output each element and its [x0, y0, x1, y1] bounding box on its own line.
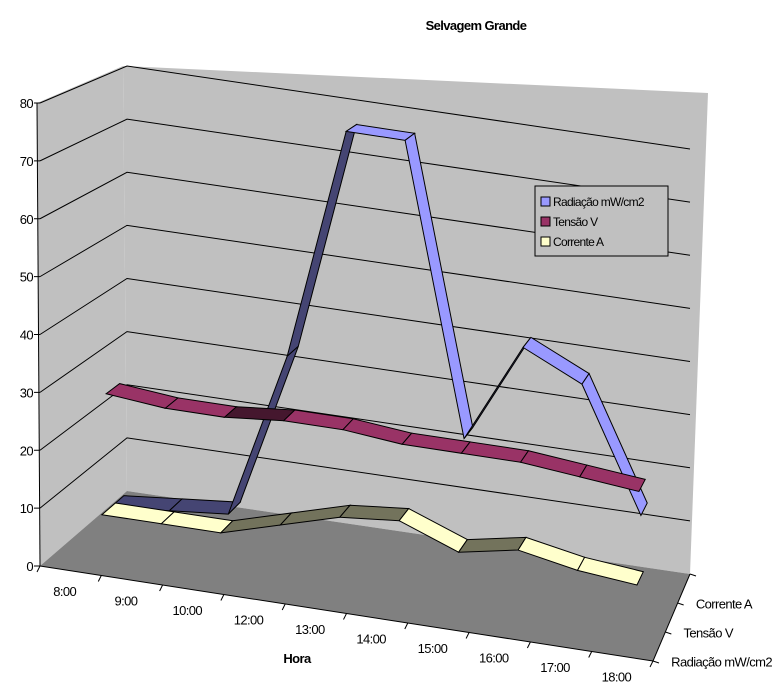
x-tick-mark [159, 584, 164, 592]
x-tick-mark [465, 632, 470, 639]
depth-axis-labels: Corrente A Tensão V Radiação mW/cm2 [652, 573, 773, 670]
y-tick-label: 50 [20, 270, 34, 285]
legend-label: Corrente A [553, 235, 604, 249]
x-tick-label: 13:00 [295, 622, 325, 637]
chart-title: Selvagem Grande [426, 18, 527, 33]
x-tick-mark [404, 622, 409, 630]
gridline [39, 224, 691, 309]
series-ribbon [100, 502, 644, 586]
x-tick-label: 8:00 [53, 584, 76, 599]
x-tick-mark [343, 613, 347, 620]
legend-swatch [540, 236, 551, 247]
x-tick-label: 18:00 [602, 669, 632, 684]
y-tick-label: 60 [20, 212, 34, 227]
x-tick-label: 12:00 [234, 612, 264, 627]
legend: Radiação mW/cm2 Tensão V Corrente A [534, 185, 669, 257]
x-tick-mark [526, 641, 531, 649]
legend-swatch [540, 216, 551, 227]
gridline [39, 384, 691, 469]
depth-axis-line [652, 573, 691, 662]
ribbon-segment [457, 536, 527, 553]
gridline [39, 118, 691, 203]
x-tick-mark [649, 660, 654, 668]
y-tick-label: 30 [20, 385, 34, 400]
ribbon-segment [578, 464, 646, 493]
x-tick-label: 15:00 [418, 641, 448, 656]
x-tick-mark [281, 603, 286, 611]
depth-label: Corrente A [696, 597, 753, 612]
depth-label: Radiação mW/cm2 [671, 655, 772, 670]
y-tick-label: 80 [20, 96, 34, 111]
gridline [39, 277, 691, 362]
x-tick-label: 14:00 [356, 631, 386, 646]
x-axis-title: Hora [283, 651, 312, 666]
legend-box [534, 185, 669, 257]
x-tick-label: 9:00 [114, 593, 137, 608]
x-tick-label: 16:00 [479, 650, 509, 665]
gridline [39, 437, 691, 522]
series-layer [100, 123, 648, 586]
depth-tick-mark [677, 602, 684, 606]
x-tick-mark [36, 565, 41, 573]
x-tick-label: 17:00 [540, 660, 570, 675]
ribbon-segment [576, 556, 644, 586]
gridline [39, 65, 691, 150]
x-tick-mark [97, 575, 102, 582]
x-axis-ticks: 8:00 9:00 10:00 12:00 13:00 14:00 15:00 16:00 17… [36, 565, 654, 684]
y-tick-label: 20 [20, 443, 34, 458]
gridlines [39, 65, 691, 522]
depth-label: Tensão V [684, 626, 734, 641]
x-tick-mark [588, 651, 593, 658]
side-wall [37, 66, 127, 566]
y-tick-label: 40 [20, 328, 34, 343]
x-tick-label: 10:00 [172, 603, 202, 618]
y-axis-ticks: 0 10 20 30 40 50 60 70 80 [20, 96, 40, 574]
y-tick-label: 0 [26, 559, 33, 574]
gridline [39, 171, 691, 256]
x-tick-mark [220, 594, 225, 601]
depth-tick-mark [665, 631, 672, 635]
legend-label: Radiação mW/cm2 [553, 195, 645, 209]
series-ribbon [104, 383, 646, 493]
legend-swatch [540, 196, 551, 207]
depth-tick-mark [652, 660, 660, 664]
y-tick-label: 10 [20, 501, 34, 516]
gridline [39, 331, 691, 416]
y-tick-label: 70 [20, 154, 34, 169]
plot-floor [40, 491, 690, 661]
depth-tick-mark [689, 573, 697, 577]
legend-label: Tensão V [553, 215, 598, 229]
